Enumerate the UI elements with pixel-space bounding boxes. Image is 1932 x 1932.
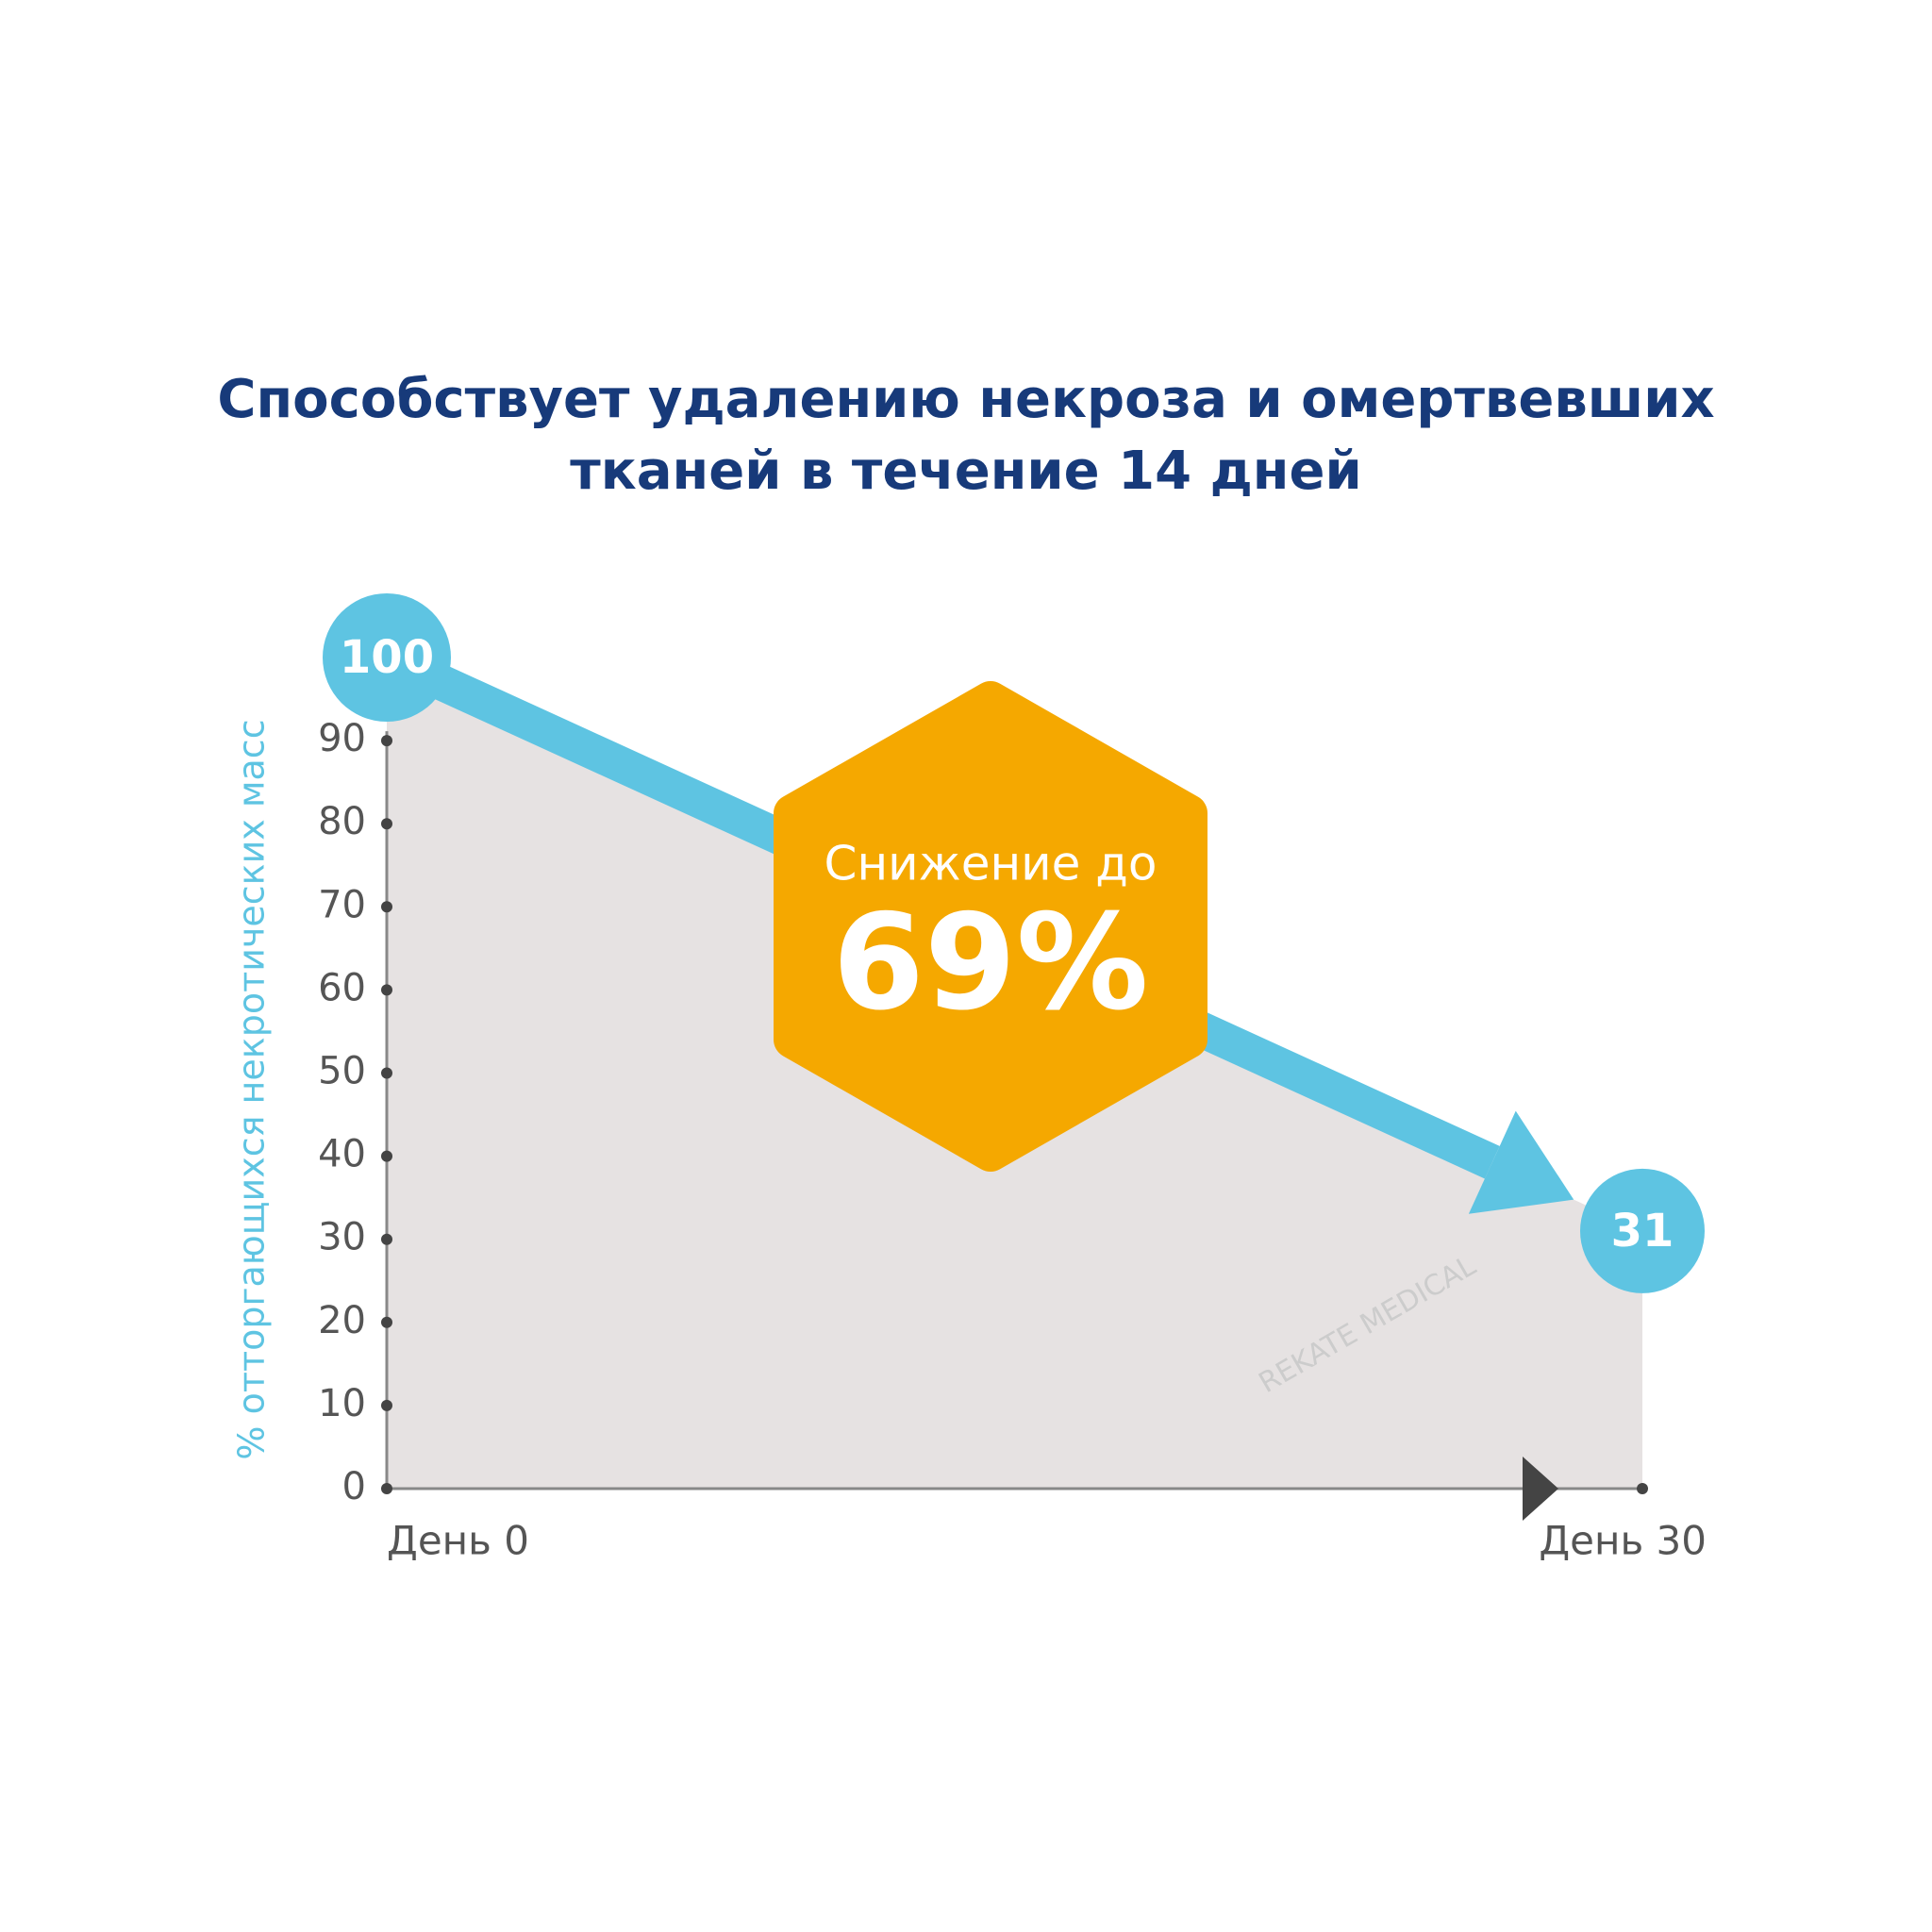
tick-mark	[381, 735, 392, 747]
x-axis-arrow	[1523, 1457, 1558, 1521]
y-tick-label: 60	[318, 966, 366, 1009]
annotation-badge	[774, 681, 1208, 1172]
x-axis-end	[1637, 1483, 1648, 1494]
y-tick-label: 50	[318, 1050, 366, 1093]
y-tick-label: 70	[318, 883, 366, 926]
tick-mark	[381, 1067, 392, 1079]
data-label: 31	[1611, 1205, 1674, 1257]
y-tick-label: 10	[318, 1382, 366, 1425]
x-tick-label: День 30	[1539, 1518, 1707, 1564]
y-tick-label: 20	[318, 1299, 366, 1342]
trend-arrow-head	[1468, 1110, 1574, 1214]
y-tick-label: 80	[318, 800, 366, 843]
y-axis-label: % отторгающихся некротических масс	[231, 719, 273, 1459]
tick-mark	[381, 1233, 392, 1245]
annotation-value: 69%	[832, 887, 1148, 1041]
y-tick-label: 30	[318, 1216, 366, 1259]
tick-mark	[381, 1316, 392, 1328]
tick-mark	[381, 984, 392, 996]
tick-mark	[381, 1483, 392, 1494]
point-marker	[1580, 1168, 1705, 1293]
x-tick-label: День 0	[387, 1518, 529, 1564]
tick-mark	[381, 818, 392, 830]
point-marker	[323, 593, 451, 722]
annotation-text: Снижение до	[824, 837, 1158, 891]
tick-mark	[381, 1399, 392, 1411]
tick-mark	[381, 901, 392, 913]
y-tick-label: 40	[318, 1133, 366, 1176]
chart-title: тканей в течение 14 дней	[570, 441, 1361, 502]
data-label: 100	[340, 631, 434, 684]
tick-mark	[381, 1150, 392, 1162]
y-tick-label: 90	[318, 717, 366, 760]
y-tick-label: 0	[342, 1465, 366, 1508]
chart-title: Способствует удалению некроза и омертвев…	[217, 369, 1714, 430]
